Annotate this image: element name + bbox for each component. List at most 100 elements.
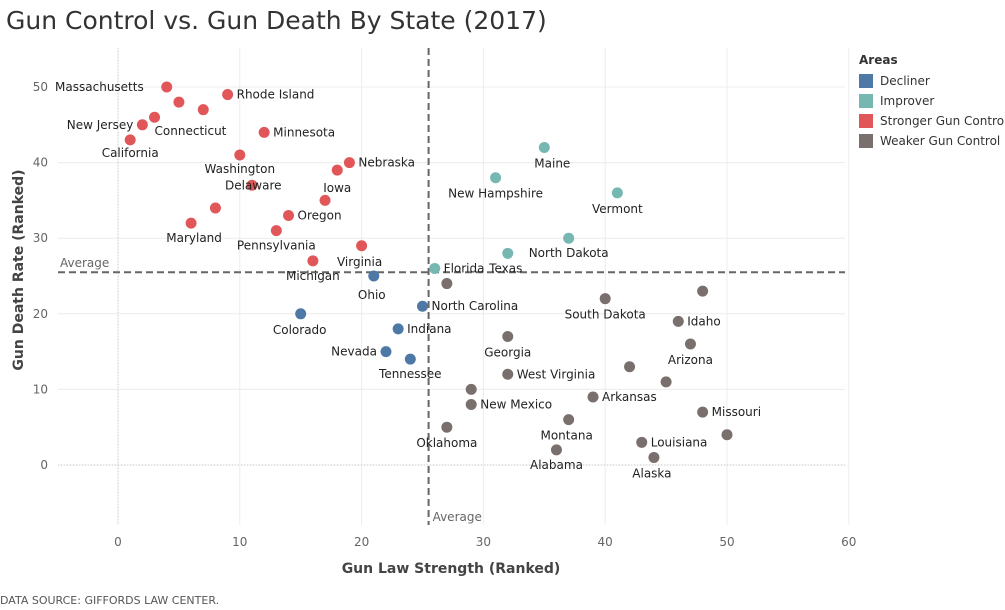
point-label: Louisiana [651,435,708,449]
point-label: Massachusetts [55,80,144,94]
data-points [124,81,733,463]
point-label: New Hampshire [448,187,543,201]
data-point [672,315,684,327]
data-point [502,368,514,380]
data-point [624,361,636,373]
point-label: West Virginia [517,367,596,381]
y-axis-label: Gun Death Rate (Ranked) [11,169,27,370]
legend-item: Weaker Gun Control [859,131,1005,151]
point-labels: Massachusetts Rhode Island Connecticut New … [55,80,761,480]
data-point [648,451,660,463]
data-point [209,202,221,214]
data-point [283,210,295,222]
x-tick-label: 0 [114,535,122,549]
data-point [660,376,672,388]
data-point [490,172,502,184]
point-label: Oregon [298,209,342,223]
legend-label: Weaker Gun Control [880,134,1001,148]
y-tick-label: 10 [33,382,48,396]
point-label: Iowa [323,181,351,195]
data-point [684,338,696,350]
point-label: Connecticut [155,124,227,138]
data-point [697,285,709,297]
legend-swatch [859,134,873,148]
data-point [563,232,575,244]
x-axis-ticks: 0 10 20 30 40 50 60 [114,535,856,549]
legend-title: Areas [859,53,898,67]
x-tick-label: 50 [719,535,734,549]
point-label: Pennsylvania [237,239,316,253]
point-label: Georgia [484,345,531,359]
data-point [587,391,599,403]
x-average-label: Average [433,510,482,524]
data-point [234,149,246,161]
y-tick-label: 20 [33,307,48,321]
data-point [417,300,428,312]
point-label: New Mexico [480,398,552,412]
grid-lines [58,48,850,525]
data-point [136,119,148,131]
data-point [636,436,648,448]
point-label: Rhode Island [237,88,315,102]
point-label: Nevada [331,345,377,359]
legend-label: Decliner [880,74,930,88]
legend-swatch [859,74,873,88]
data-point [441,421,453,433]
data-point [563,414,575,426]
data-point [599,293,611,305]
data-point [124,134,136,146]
data-point [356,240,368,252]
point-label: Indiana [407,322,451,336]
point-label: Michigan [286,269,340,283]
point-label: North Carolina [432,299,519,313]
data-point [307,255,319,267]
point-label: Missouri [712,405,761,419]
data-point [197,104,209,116]
data-source-note: DATA SOURCE: GIFFORDS LAW CENTER. [0,594,220,607]
data-point [404,353,416,365]
x-axis-label: Gun Law Strength (Ranked) [342,561,561,577]
data-point [270,225,282,237]
data-point [246,179,258,191]
x-tick-label: 40 [598,535,613,549]
point-label: Alabama [530,458,583,472]
data-point [502,247,514,259]
y-average-label: Average [60,256,109,270]
point-label: North Dakota [529,246,609,260]
y-axis-ticks: 0 10 20 30 40 50 [33,80,48,472]
point-label: Ohio [358,288,386,302]
point-label: New Jersey [67,118,134,132]
legend-label: Improver [880,94,935,108]
data-point [343,157,355,169]
data-point [392,323,404,335]
data-point [721,429,733,441]
legend-item: Decliner [859,71,1005,91]
y-tick-label: 30 [33,231,48,245]
point-label: Virginia [337,255,382,269]
point-label: Vermont [592,202,643,216]
point-label: Oklahoma [416,436,477,450]
point-label: Washington [205,162,276,176]
point-label: Montana [540,429,592,443]
point-label: Minnesota [273,125,335,139]
point-label: Alaska [632,466,671,480]
data-point [697,406,709,418]
data-point [611,187,623,199]
legend-swatch [859,114,873,128]
data-point [429,262,441,274]
legend: Areas Decliner Improver Stronger Gun Contr… [859,53,1005,151]
data-point [185,217,197,229]
point-label: Idaho [687,314,720,328]
data-point [258,126,270,138]
point-label: Nebraska [358,156,415,170]
data-point [465,399,477,411]
data-point [465,383,477,395]
y-tick-label: 0 [40,458,48,472]
point-label: Colorado [273,323,327,337]
point-label: Maryland [166,231,222,245]
legend-items: Decliner Improver Stronger Gun Control Weak… [859,71,1005,151]
data-point [161,81,173,93]
y-tick-label: 40 [33,156,48,170]
data-point [380,346,392,358]
